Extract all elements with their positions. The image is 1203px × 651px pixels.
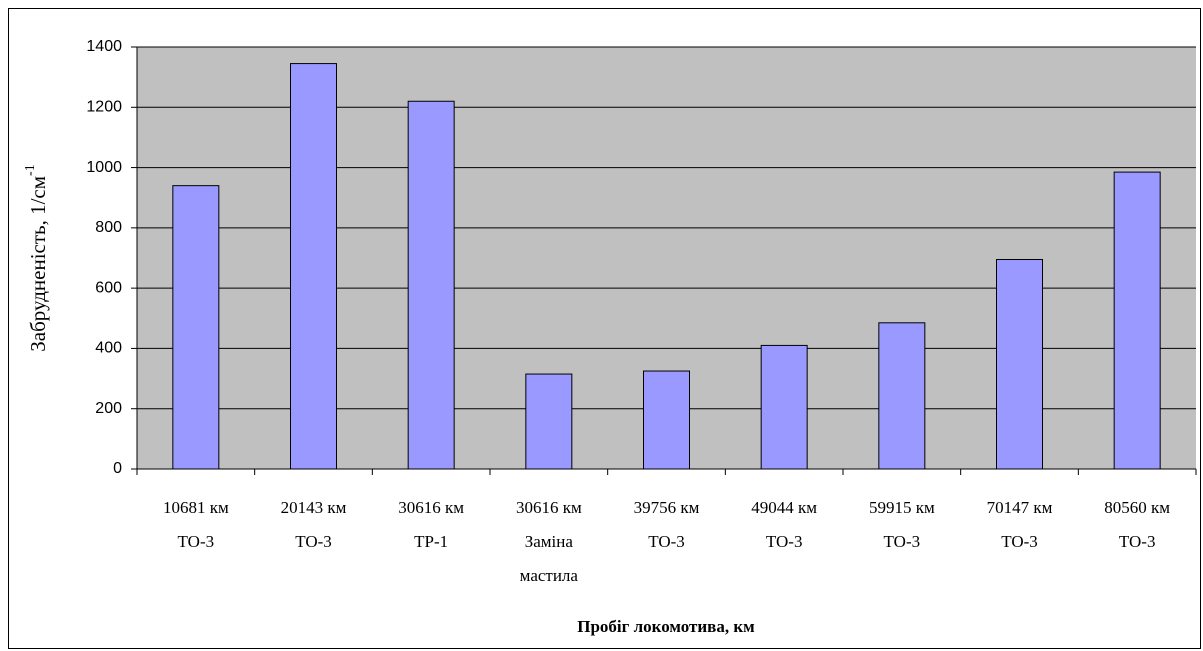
x-tick-label: 70147 км: [987, 498, 1053, 517]
y-tick-label: 0: [113, 460, 122, 477]
x-tick-label: 59915 км: [869, 498, 935, 517]
y-axis-title-sup: -1: [23, 164, 38, 176]
bar: [1113, 171, 1161, 470]
x-tick-label: 49044 км: [751, 498, 817, 517]
y-tick-label: 400: [95, 340, 122, 357]
y-tick-label: 1000: [86, 159, 122, 176]
y-tick-label: 200: [95, 400, 122, 417]
y-axis-title: Забрудненість, 1/см-1: [23, 164, 50, 351]
x-tick-label: 10681 км: [163, 498, 229, 517]
y-tick-label: 1200: [86, 99, 122, 116]
x-tick-label: ТО-3: [295, 532, 332, 551]
x-axis-title: Пробіг локомотива, км: [577, 617, 755, 636]
y-axis-title-text: Забрудненість, 1/см: [26, 176, 50, 352]
x-tick-label: ТО-3: [648, 532, 685, 551]
x-tick-label: 30616 км: [516, 498, 582, 517]
y-tick-label: 600: [95, 279, 122, 296]
bar: [878, 322, 926, 470]
bar: [996, 259, 1043, 470]
bar: [290, 63, 337, 470]
x-tick-label: ТО-3: [1001, 532, 1038, 551]
x-tick-label: 30616 км: [398, 498, 464, 517]
x-tick-label: 20143 км: [281, 498, 347, 517]
x-tick-label: 39756 км: [634, 498, 700, 517]
x-tick-label: ТР-1: [414, 532, 448, 551]
x-tick-label: ТО-3: [766, 532, 803, 551]
x-tick-label: ТО-3: [884, 532, 921, 551]
x-tick-label: ТО-3: [178, 532, 215, 551]
bar: [760, 344, 808, 470]
x-tick-label: 80560 км: [1104, 498, 1170, 517]
x-tick-label: Заміна: [525, 532, 574, 551]
bar: [525, 373, 573, 470]
bar: [172, 185, 220, 470]
bar: [643, 370, 690, 470]
bar: [407, 100, 455, 470]
x-tick-label: ТО-3: [1119, 532, 1156, 551]
x-tick-label: мастила: [520, 566, 579, 585]
y-tick-label: 800: [95, 219, 122, 236]
y-tick-label: 1400: [86, 38, 122, 55]
